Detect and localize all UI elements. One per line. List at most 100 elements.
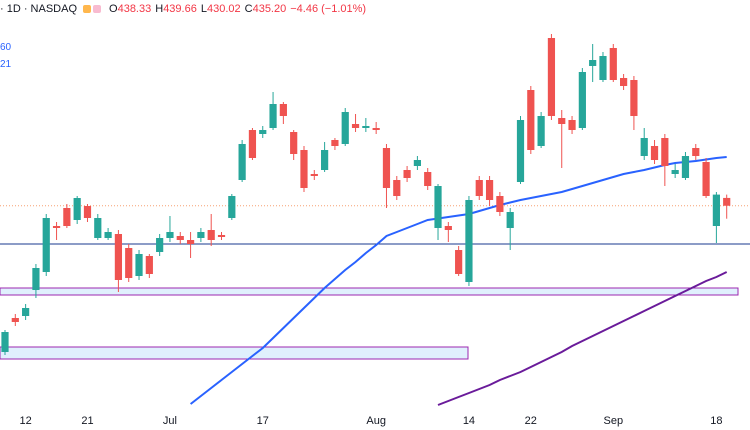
icon [83,5,92,13]
candle-body [692,148,700,156]
candle-body [94,218,102,238]
candle-body [83,206,92,218]
candle-body [321,150,329,170]
candle-body [186,240,195,244]
x-tick-label: 18 [710,415,722,427]
candle-body [589,60,597,66]
candle-body [568,120,576,130]
ohlc-key: C [244,3,253,15]
ma-line [437,271,728,406]
candle-body [42,218,50,272]
candle-body [650,146,659,160]
x-tick-label: 14 [463,415,475,427]
candle-body [547,38,556,116]
ohlc-value: 435.20 [252,3,287,15]
candle-body [372,128,380,130]
ohlc-value: 438.33 [117,3,152,15]
candle-body [269,104,277,128]
candle-body [527,90,535,150]
candle-body [620,78,628,86]
candle-body [434,186,442,228]
candle-body [661,138,669,166]
candle-body [382,148,391,188]
candle-body [671,170,679,174]
candle-body [578,72,586,128]
candle-body [424,172,432,186]
candle-body [465,200,473,282]
candle-body [197,232,205,238]
candle-body [135,254,143,276]
x-tick-label: 17 [257,415,269,427]
x-tick-label: 21 [81,415,93,427]
candle-body [248,130,257,158]
indicator-value: 60 [0,42,12,53]
ohlc: O 438.33 H 439.66 L 430.02 C 435.20 [109,3,290,15]
candle-body [681,156,690,178]
candle-body [537,116,545,146]
candle-body [52,226,61,228]
candle-body [712,194,720,226]
candle-body [558,118,566,124]
change: −4.46 (−1.01%) [290,3,367,15]
candle-body [362,126,370,128]
candle-body [702,162,710,196]
candle-body [228,196,236,218]
candle-body [1,332,9,352]
candle-body [63,208,71,226]
x-tick-label: Jul [163,415,177,427]
candle-body [207,230,215,240]
candle-body [516,120,525,182]
candle-body [217,235,226,237]
candle-body [331,140,339,146]
candle-body [444,226,452,230]
indicator-value: 21 [0,59,12,70]
candle-body [114,234,123,280]
candle-body [723,197,731,206]
candle-body [310,174,318,176]
candle-body [475,180,483,196]
candle-body [11,318,19,322]
candle-body [609,48,617,80]
candle-body [32,268,40,290]
candle-body [485,180,494,200]
ohlc-value: 430.02 [206,3,241,15]
x-tick-label: Sep [604,415,624,427]
candle-body [145,256,153,274]
candle-body [259,130,267,134]
ohlc-key: O [109,3,118,15]
candle-body [176,236,184,240]
ohlc-value: 439.66 [163,3,197,15]
candle-body [630,80,638,116]
zone [0,346,469,360]
candle-body [300,150,308,188]
candle-body [279,104,287,116]
zone [0,287,739,296]
header: · 1D · NASDAQ O 438.33 H 439.66 L 430.02 C 435.… [0,3,366,15]
candle-body [73,198,81,220]
x-tick-label: 22 [525,415,537,427]
candle-body [413,160,421,166]
candle-body [496,196,504,212]
ohlc-key: L [200,3,207,15]
ma-line [189,156,727,405]
x-tick-label: Aug [366,415,386,427]
candle-body [104,232,112,238]
candle-body [640,138,648,156]
symbol-info: · 1D · NASDAQ [0,3,78,15]
candle-body [403,170,411,178]
candle-body [22,308,30,316]
candle-body [290,132,298,154]
candle-body [156,238,164,252]
x-tick-label: 12 [19,415,31,427]
candle-body [351,124,360,128]
candle-body [125,248,133,278]
candle-body [393,180,401,196]
icon [93,5,102,13]
candle-body [238,144,246,180]
candle-body [166,232,174,238]
ohlc-key: H [155,3,164,15]
candle-body [506,212,514,228]
candle-body [341,112,349,144]
